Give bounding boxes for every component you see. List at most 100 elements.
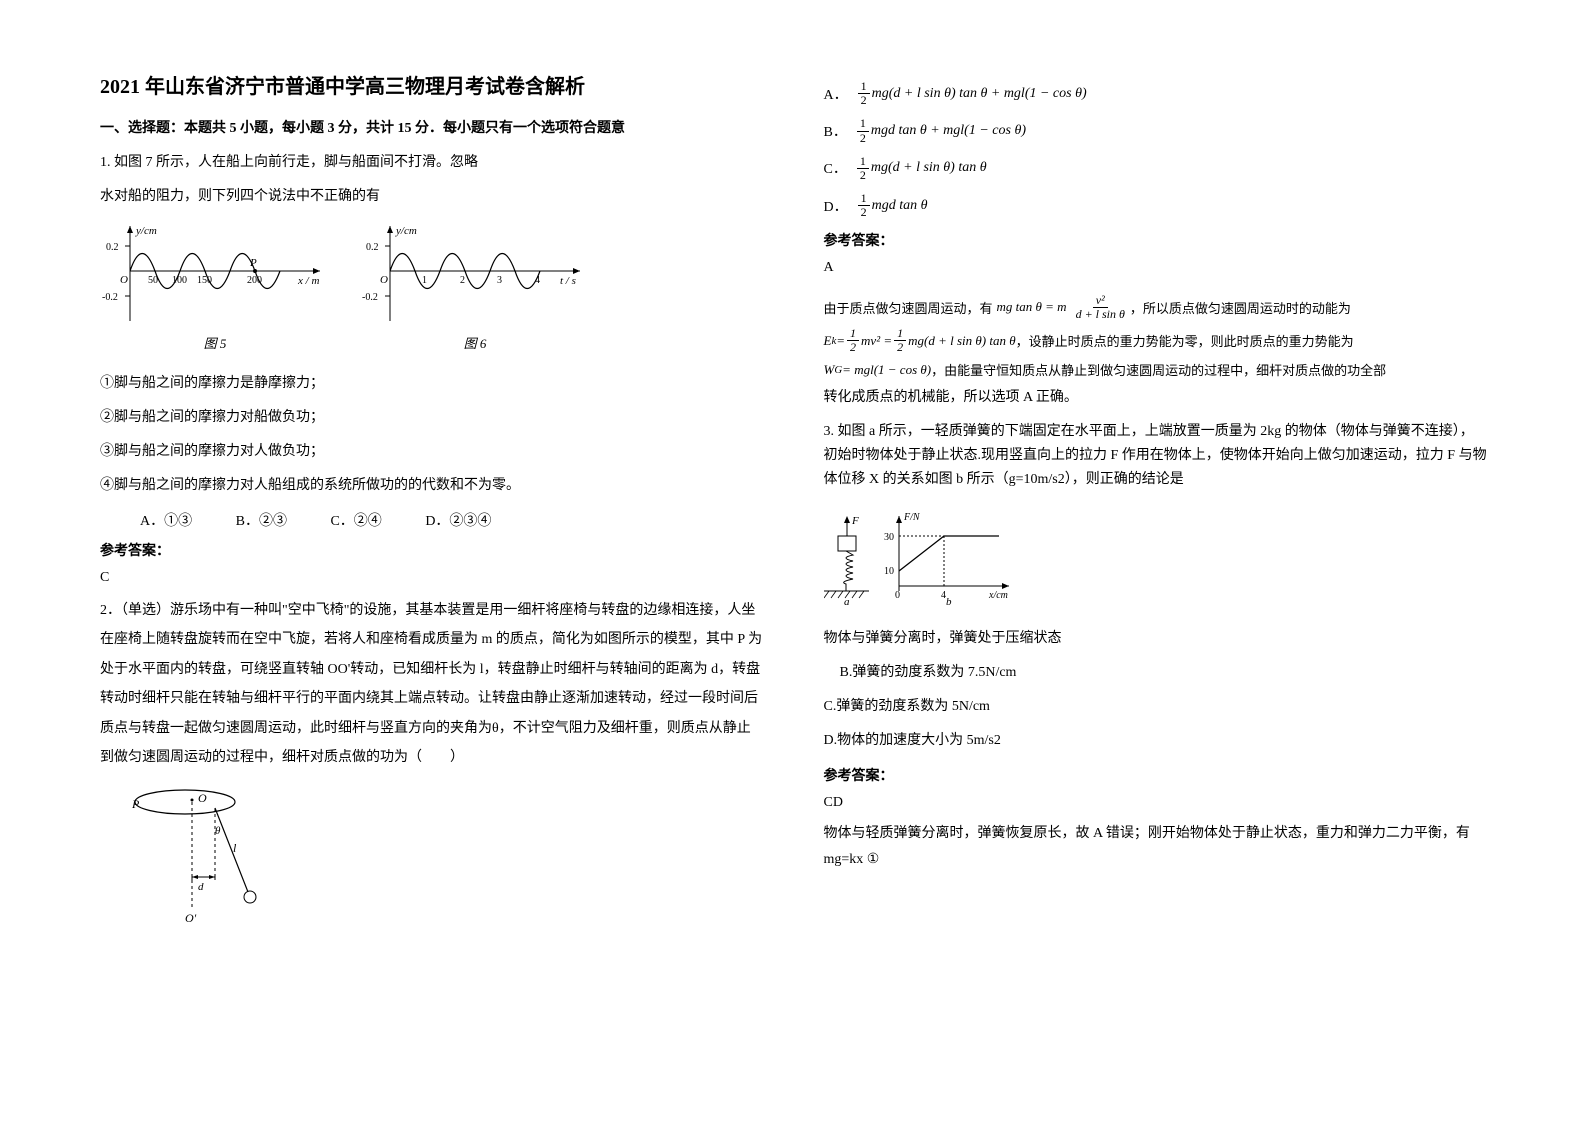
q2-sol1d: d + l sin θ (1073, 308, 1128, 321)
q2-A-label: A． (824, 84, 848, 104)
q2-sol4: 转化成质点的机械能，所以选项 A 正确。 (824, 385, 1488, 410)
chart-y30: 30 (884, 532, 894, 543)
q2-sol-line2: Ek = 12 mv² = 12 mg(d + l sin θ) tan θ ，… (824, 327, 1488, 354)
q2-stem: 2．（单选）游乐场中有一种叫"空中飞椅"的设施，其基本装置是用一细杆将座椅与转盘… (100, 596, 764, 772)
pendulum-Oprime: O' (185, 911, 197, 925)
fig6-x2: 2 (460, 275, 465, 286)
fig6-x4: 4 (535, 275, 540, 286)
q1-s2: ②脚与船之间的摩擦力对船做负功； (100, 404, 764, 432)
fig6-caption: 图 6 (464, 333, 487, 352)
figure-5: y/cm x / m 0.2 -0.2 O 50 100 150 200 P 图… (100, 221, 330, 352)
fig5-ytick-2: -0.2 (102, 292, 118, 303)
q3-optD: D.物体的加速度大小为 5m/s2 (824, 727, 1488, 755)
q2-sol3sub: G (834, 364, 842, 376)
q1-stem-1: 1. 如图 7 所示，人在船上向前行走，脚与船面间不打滑。忽略 (100, 149, 764, 177)
q3-stem: 3. 如图 a 所示，一轻质弹簧的下端固定在水平面上，上端放置一质量为 2kg … (824, 420, 1488, 491)
pendulum-diagram: O P l θ d O' (120, 782, 764, 937)
q2-optB: B． 12 mgd tan θ + mgl(1 − cos θ) (824, 117, 1488, 144)
fig6-ylabel: y/cm (395, 225, 417, 237)
q2-sol1a: 由于质点做匀速圆周运动，有 (824, 298, 993, 317)
q2-sol-line1: 由于质点做匀速圆周运动，有 mg tan θ = m v²d + l sin θ… (824, 294, 1488, 321)
q2-sol-line3: WG = mgl(1 − cos θ) ，由能量守恒知质点从静止到做匀速圆周运动… (824, 360, 1488, 379)
q2-sol2e: ，设静止时质点的重力势能为零，则此时质点的重力势能为 (1016, 331, 1354, 350)
fig5-x3: 150 (197, 275, 212, 286)
q3-sol: 物体与轻质弹簧分离时，弹簧恢复原长，故 A 错误；刚开始物体处于静止状态，重力和… (824, 821, 1488, 874)
fig5-caption: 图 5 (204, 333, 227, 352)
fig5-x4: 200 (247, 275, 262, 286)
q2-sol2c: mv² = (861, 333, 892, 349)
q3-answer-label: 参考答案： (824, 765, 1488, 785)
q2-C-label: C． (824, 158, 847, 178)
spring-figure: F a F/N x/cm 30 10 0 4 b (824, 506, 1488, 611)
fig6-ytick-1: 0.2 (366, 242, 379, 253)
fig5-ylabel: y/cm (135, 225, 157, 237)
pendulum-theta: θ (215, 825, 221, 837)
q1-stem-2: 水对船的阻力，则下列四个说法中不正确的有 (100, 183, 764, 211)
q2-sol2a: E (824, 333, 832, 349)
q1-optB: B．②③ (236, 514, 287, 529)
q2-sol1b: mg tan θ = m (997, 299, 1067, 315)
wave-graph-5: y/cm x / m 0.2 -0.2 O 50 100 150 200 P (100, 221, 330, 331)
q1-options: A．①③ B．②③ C．②④ D．②③④ (140, 510, 764, 530)
q2-sol2b: = (836, 333, 845, 349)
fig6-x1: 1 (422, 275, 427, 286)
q2-B-label: B． (824, 121, 847, 141)
q1-s1: ①脚与船之间的摩擦力是静摩擦力； (100, 370, 764, 398)
chart-ylabel: F/N (903, 512, 921, 523)
q2-answer: A (824, 260, 1488, 276)
fig6-xlabel: t / s (560, 275, 576, 287)
fig6-x3: 3 (497, 275, 502, 286)
q1-optA: A．①③ (140, 514, 192, 529)
fig5-xlabel: x / m (297, 275, 319, 287)
chart-y10: 10 (884, 566, 894, 577)
doc-title: 2021 年山东省济宁市普通中学高三物理月考试卷含解析 (100, 70, 764, 99)
q2-optA: A． 12 mg(d + l sin θ) tan θ + mgl(1 − co… (824, 80, 1488, 107)
left-column: 2021 年山东省济宁市普通中学高三物理月考试卷含解析 一、选择题：本题共 5 … (100, 70, 764, 1052)
right-column: A． 12 mg(d + l sin θ) tan θ + mgl(1 − co… (824, 70, 1488, 1052)
q3-optB: B.弹簧的劲度系数为 7.5N/cm (840, 659, 1488, 687)
q1-optD: D．②③④ (425, 514, 491, 529)
wave-figure-row: y/cm x / m 0.2 -0.2 O 50 100 150 200 P 图… (100, 221, 764, 352)
q3-answer: CD (824, 795, 1488, 811)
q1-answer-label: 参考答案： (100, 540, 764, 560)
q2-optD: D． 12 mgd tan θ (824, 192, 1488, 219)
wave-graph-6: y/cm t / s 0.2 -0.2 O 1 2 3 4 (360, 221, 590, 331)
spring-b: b (946, 596, 952, 606)
q3-optA: 物体与弹簧分离时，弹簧处于压缩状态 (824, 625, 1488, 653)
figure-6: y/cm t / s 0.2 -0.2 O 1 2 3 4 图 6 (360, 221, 590, 352)
q1-answer: C (100, 570, 764, 586)
pendulum-d: d (198, 881, 204, 893)
q2-eqC: mg(d + l sin θ) tan θ (871, 160, 987, 176)
fig5-x1: 50 (148, 275, 158, 286)
q3-optC: C.弹簧的劲度系数为 5N/cm (824, 693, 1488, 721)
spring-a: a (844, 596, 850, 606)
q2-answer-label: 参考答案： (824, 230, 1488, 250)
q2-optC: C． 12 mg(d + l sin θ) tan θ (824, 155, 1488, 182)
q2-D-label: D． (824, 196, 848, 216)
spring-F: F (851, 515, 859, 527)
fig6-ytick-2: -0.2 (362, 292, 378, 303)
fig5-x2: 100 (172, 275, 187, 286)
q2-eqD: mgd tan θ (872, 198, 928, 214)
q2-sol3b: = mgl(1 − cos θ) (842, 362, 931, 378)
chart-x0: 0 (895, 590, 900, 601)
pendulum-P: P (131, 797, 140, 811)
fig5-P: P (249, 257, 257, 269)
pendulum-l: l (233, 841, 237, 855)
chart-xlabel: x/cm (988, 590, 1008, 601)
section-1-heading: 一、选择题：本题共 5 小题，每小题 3 分，共计 15 分．每小题只有一个选项… (100, 117, 764, 137)
q2-sol3a: W (824, 362, 835, 378)
fig6-O: O (380, 274, 388, 286)
q2-eqA: mg(d + l sin θ) tan θ + mgl(1 − cos θ) (872, 86, 1087, 102)
fig5-O: O (120, 274, 128, 286)
q2-sol2d: mg(d + l sin θ) tan θ (908, 333, 1016, 349)
pendulum-O: O (198, 791, 207, 805)
q2-sol3c: ，由能量守恒知质点从静止到做匀速圆周运动的过程中，细杆对质点做的功全部 (931, 360, 1386, 379)
q1-s4: ④脚与船之间的摩擦力对人船组成的系统所做功的的代数和不为零。 (100, 472, 764, 500)
q2-sol1e: ，所以质点做匀速圆周运动时的动能为 (1130, 298, 1351, 317)
q2-sol1c: v² (1093, 294, 1108, 308)
fig5-ytick-1: 0.2 (106, 242, 119, 253)
q1-s3: ③脚与船之间的摩擦力对人做负功； (100, 438, 764, 466)
q2-eqB: mgd tan θ + mgl(1 − cos θ) (871, 123, 1026, 139)
q1-optC: C．②④ (330, 514, 381, 529)
